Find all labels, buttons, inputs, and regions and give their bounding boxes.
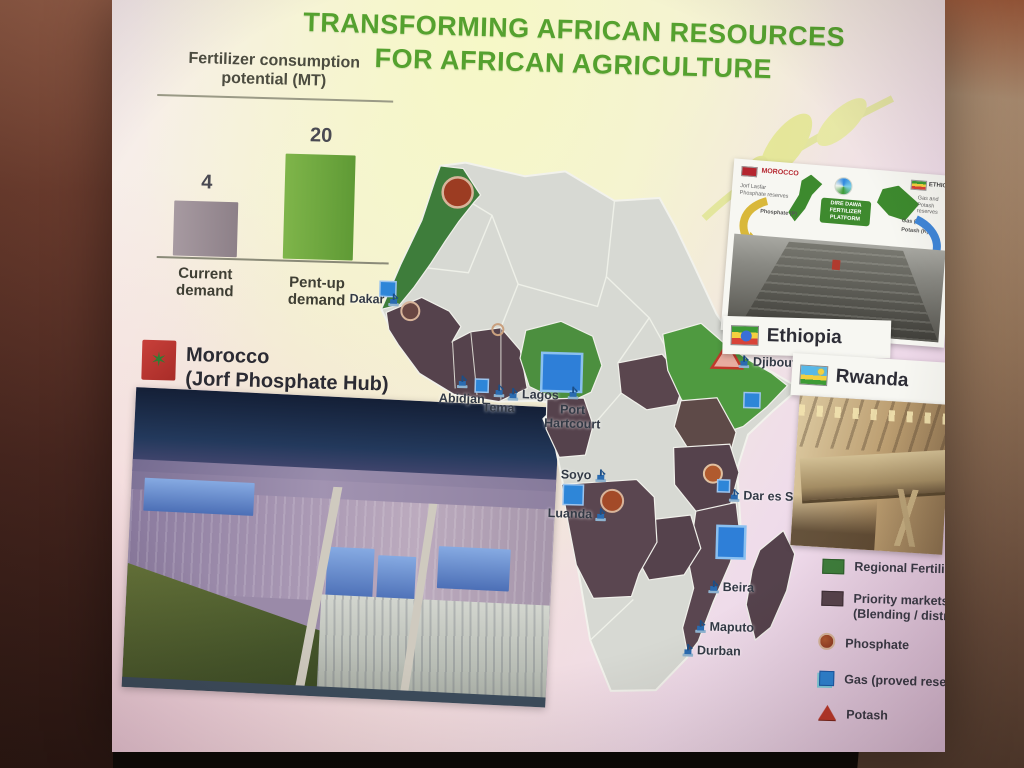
gas-marker-dakar — [378, 280, 397, 298]
port-icon — [682, 643, 694, 657]
city-djibouti: Djibouti — [738, 354, 800, 370]
city-label: Abidjan — [438, 390, 485, 407]
bar-pentup-demand — [282, 153, 356, 261]
bar-label-pentup: Pent-up demand — [287, 273, 346, 310]
port-icon — [728, 488, 740, 502]
gas-marker-tanzania — [716, 479, 731, 493]
platform-red-unit — [831, 259, 841, 271]
port-icon — [594, 468, 606, 482]
ethiopia-label-card: Ethiopia — [722, 315, 892, 359]
phosphate-marker-angola — [600, 488, 625, 513]
city-label: Port Hartcourt — [543, 402, 601, 432]
port-icon — [595, 507, 607, 521]
gas-marker-luanda — [562, 483, 585, 506]
country-madagascar — [745, 529, 796, 641]
left-wall — [0, 0, 113, 768]
support-legs — [874, 487, 939, 549]
ethiopia-flag — [730, 325, 760, 346]
roof-trusses — [796, 395, 945, 456]
gas-marker-ethiopia — [742, 391, 761, 409]
city-abidjan: Abidjan — [439, 374, 486, 406]
rwanda-blending-plant-photo — [790, 395, 945, 555]
phosphate-marker-burkina — [491, 323, 505, 337]
warehouse-blue-roof — [142, 477, 255, 516]
gas-marker-mozambique — [715, 524, 747, 560]
bar-label-current: Current demand — [175, 264, 234, 301]
port-icon — [567, 386, 579, 400]
city-port-hartcourt: Port Hartcourt — [542, 385, 603, 432]
city-luanda: Luanda — [548, 506, 608, 522]
city-beira: Beira — [708, 579, 755, 595]
region-cameroon-gabon — [545, 397, 594, 458]
port-icon — [708, 580, 720, 594]
morocco-callout: Morocco (Jorf Phosphate Hub) — [185, 343, 390, 397]
city-label: Maputo — [709, 619, 755, 635]
fertilizer-bar-chart: Fertilizer consumption potential (MT) 4 … — [142, 48, 405, 310]
rwanda-label: Rwanda — [835, 365, 910, 392]
city-durban: Durban — [682, 643, 741, 659]
port-icon — [387, 292, 399, 306]
dire-dawa-platform-inset: MOROCCO Jorf Lasfar Phosphate reserves D… — [720, 158, 945, 348]
city-label: Beira — [722, 579, 755, 595]
bar-current-demand — [172, 200, 239, 258]
phosphate-marker-senegal — [400, 301, 421, 322]
chart-baseline — [156, 256, 389, 265]
city-soyo: Soyo — [561, 467, 607, 482]
port-icon — [507, 387, 519, 401]
shadow-area — [790, 494, 877, 551]
port-icon — [456, 374, 468, 388]
phosphate-circle-swatch — [818, 632, 836, 651]
legend-item-potash: Potash — [818, 704, 888, 724]
legend-item-priority: Priority markets (Blending / distributio… — [821, 590, 945, 626]
gas-square-swatch — [819, 670, 835, 687]
chart-title: Fertilizer consumption potential (MT) — [188, 49, 361, 90]
potash-triangle-swatch — [818, 704, 837, 721]
potash-marker-ethiopia — [709, 340, 745, 370]
green-square-swatch — [822, 558, 845, 575]
africa-map — [358, 152, 813, 712]
bar-value-current: 4 — [200, 171, 213, 194]
bar-value-pentup: 20 — [309, 124, 333, 147]
projector-screen: TRANSFORMING AFRICAN RESOURCES FOR AFRIC… — [112, 0, 945, 752]
region-west-africa — [385, 296, 528, 403]
phosphate-marker-tanzania — [702, 463, 723, 484]
legend-item-platform: Regional Fertilizer Platform — [822, 558, 945, 579]
country-angola — [560, 478, 658, 599]
city-dakar: Dakar — [349, 291, 399, 306]
morocco-flag: ✶ — [141, 339, 177, 381]
port-icon — [738, 354, 750, 368]
port-icon — [694, 619, 706, 633]
legend-item-phosphate: Phosphate — [818, 632, 909, 654]
ethiopia-label: Ethiopia — [766, 325, 842, 349]
gas-marker-tema — [474, 378, 490, 394]
gas-marker-nigeria — [539, 351, 584, 394]
port-icon — [493, 383, 505, 397]
phosphate-marker-morocco — [441, 176, 474, 209]
city-label: Luanda — [547, 506, 593, 522]
legend-item-gas: Gas (proved reserves) — [819, 670, 945, 691]
city-label: Durban — [696, 643, 741, 659]
city-label: Soyo — [560, 467, 592, 483]
chart-title-underline — [157, 93, 394, 103]
city-maputo: Maputo — [694, 619, 754, 635]
rwanda-flag — [799, 364, 829, 387]
city-label: Dakar — [349, 291, 385, 307]
dark-square-swatch — [821, 590, 844, 607]
city-label: Tema — [482, 400, 515, 416]
